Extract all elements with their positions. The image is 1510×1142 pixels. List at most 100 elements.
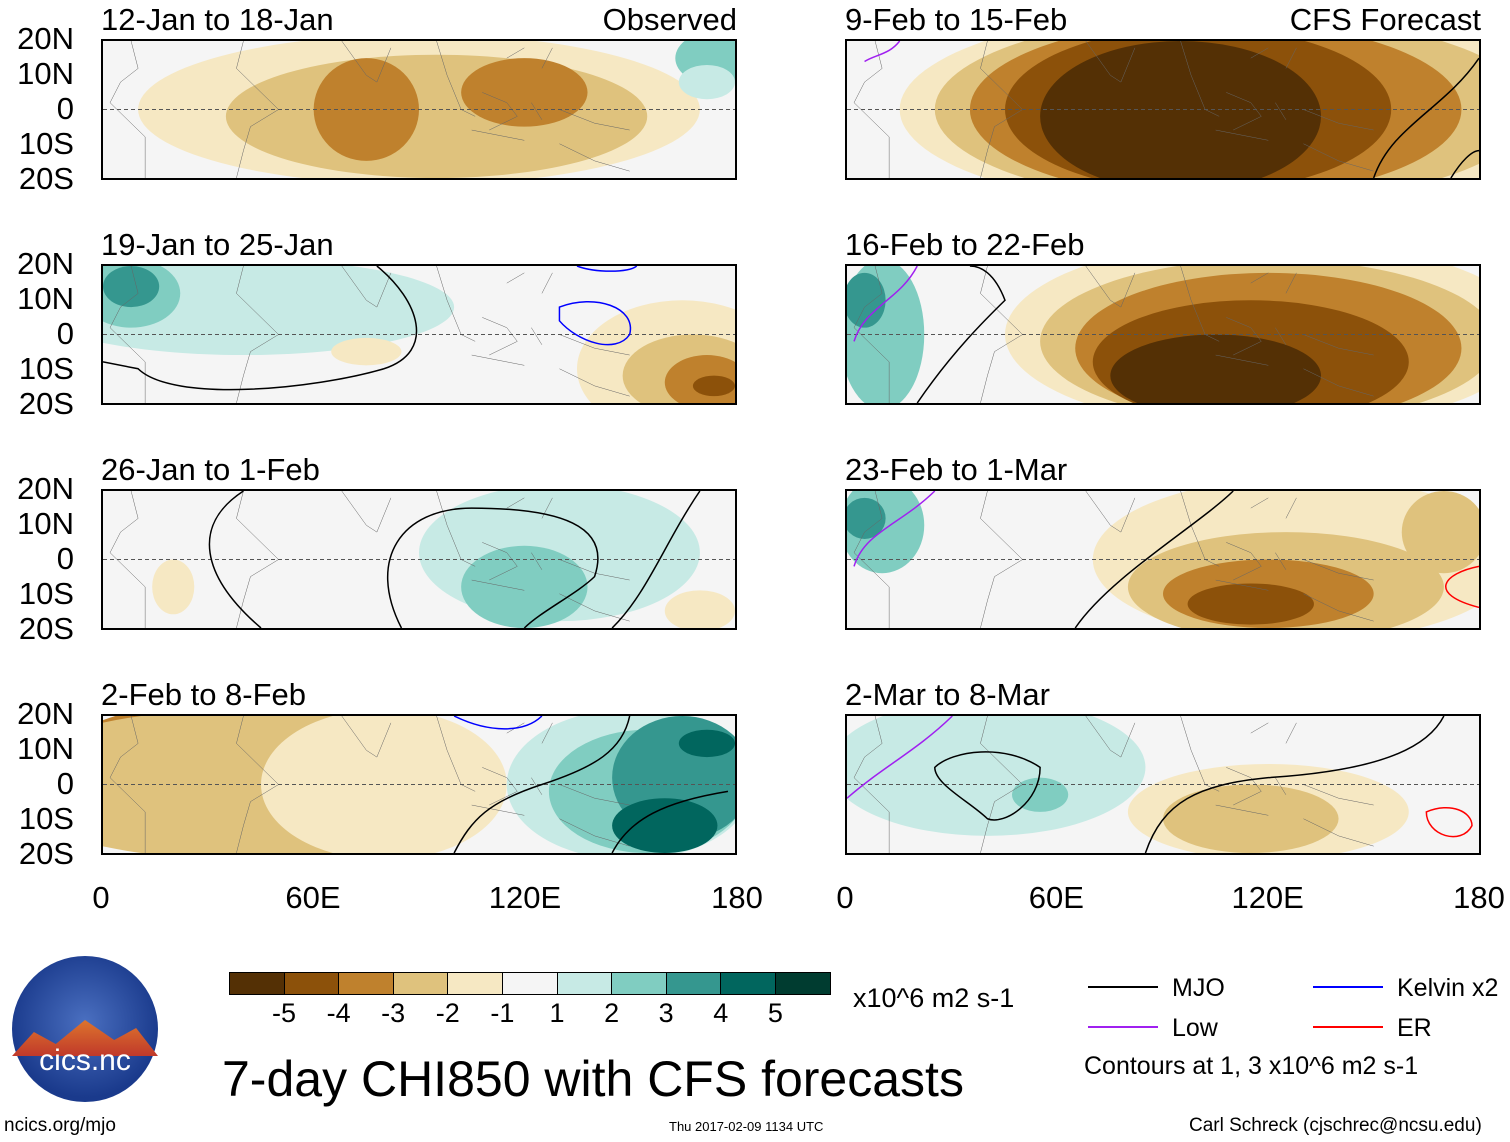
timestamp: Thu 2017-02-09 1134 UTC <box>669 1119 824 1134</box>
colorbar-label: 2 <box>604 998 620 1028</box>
contour-line <box>1075 491 1233 628</box>
lat-label: 20S <box>18 161 74 196</box>
anomaly-region <box>1163 784 1339 853</box>
colorbar-swatch <box>666 973 722 994</box>
lat-label: 10S <box>18 126 74 161</box>
anomaly-region <box>103 266 160 308</box>
lat-label: 0 <box>56 316 74 351</box>
lat-label: 20N <box>17 696 74 731</box>
colorbar-label: -4 <box>326 998 351 1028</box>
colorbar-swatch <box>339 973 394 994</box>
colorbar-label: -3 <box>381 998 406 1028</box>
panel-title: 23-Feb to 1-Mar <box>845 452 1068 487</box>
anomaly-region <box>461 58 588 127</box>
panel-title: 2-Feb to 8-Feb <box>101 677 307 712</box>
anomaly-region <box>678 729 735 758</box>
contour-line <box>1145 716 1443 853</box>
contour-line <box>1446 566 1479 607</box>
main-title: 7-day CHI850 with CFS forecasts <box>222 1051 964 1107</box>
lat-label: 0 <box>56 541 74 576</box>
panel-title: 19-Jan to 25-Jan <box>101 227 334 262</box>
contour-line <box>454 716 542 729</box>
colorbar-swatch <box>775 973 830 994</box>
url-link[interactable]: ncics.org/mjo <box>4 1115 116 1136</box>
anomaly-region <box>678 64 735 100</box>
panel-title: 16-Feb to 22-Feb <box>845 227 1085 262</box>
lat-label: 20S <box>18 611 74 646</box>
colorbar-label: 1 <box>549 998 565 1028</box>
colorbar <box>229 972 831 995</box>
anomaly-region <box>1401 491 1479 574</box>
contour-line <box>454 716 630 853</box>
legend-line-swatch <box>1313 1026 1383 1028</box>
lon-label: 120E <box>1231 880 1304 915</box>
lat-label: 0 <box>56 91 74 126</box>
contour-line <box>388 508 598 628</box>
panel-title: 26-Jan to 1-Feb <box>101 452 320 487</box>
lat-label: 10N <box>17 56 74 91</box>
lon-label: 180 <box>711 880 763 915</box>
colorbar-label: 5 <box>767 998 783 1028</box>
map-panel <box>101 714 737 855</box>
map-panel <box>101 39 737 180</box>
legend-label: MJO <box>1172 974 1225 1002</box>
colorbar-label: 3 <box>658 998 674 1028</box>
legend-line-swatch <box>1088 986 1158 988</box>
map-panel <box>845 714 1481 855</box>
contour-line <box>917 266 1005 403</box>
anomaly-region <box>692 375 735 397</box>
contour-line <box>612 791 728 853</box>
lat-label: 20S <box>18 386 74 421</box>
lat-label: 10N <box>17 506 74 541</box>
anomaly-region <box>225 54 648 178</box>
map-panel <box>845 489 1481 630</box>
colorbar-label: -5 <box>271 998 297 1028</box>
contour-line <box>847 716 952 798</box>
colorbar-label: -1 <box>490 998 515 1028</box>
contour-line <box>935 752 1040 820</box>
lat-label: 10S <box>18 801 74 836</box>
map-panel <box>845 39 1481 180</box>
map-panel <box>101 264 737 405</box>
colorbar-swatch <box>612 973 667 994</box>
cics-logo: cics.nc <box>12 956 158 1102</box>
lat-label: 0 <box>56 766 74 801</box>
lat-label: 20N <box>17 21 74 56</box>
panel-source-label: Observed <box>602 2 737 37</box>
anomaly-region <box>103 266 455 356</box>
contour-line <box>612 491 700 628</box>
colorbar-swatch <box>721 973 776 994</box>
anomaly-region <box>1110 334 1321 403</box>
lat-label: 10N <box>17 731 74 766</box>
contour-line <box>577 266 637 271</box>
contour-line <box>1426 808 1472 837</box>
lon-label: 0 <box>836 880 854 915</box>
contour-note: Contours at 1, 3 x10^6 m2 s-1 <box>1084 1052 1419 1080</box>
legend-label: Low <box>1172 1014 1218 1042</box>
lat-label: 10S <box>18 351 74 386</box>
lon-label: 60E <box>285 880 341 915</box>
contour-line <box>103 266 417 390</box>
legend-line-swatch <box>1313 986 1383 988</box>
colorbar-swatch <box>230 973 285 994</box>
lat-label: 10S <box>18 576 74 611</box>
panel-title: 2-Mar to 8-Mar <box>845 677 1050 712</box>
anomaly-region <box>152 559 195 615</box>
contour-line <box>559 302 630 345</box>
colorbar-label: 4 <box>713 998 729 1028</box>
anomaly-region <box>1187 583 1314 625</box>
contour-line <box>1374 58 1479 178</box>
lat-label: 10N <box>17 281 74 316</box>
anomaly-region <box>847 716 1146 836</box>
map-panel <box>845 264 1481 405</box>
colorbar-swatch <box>557 973 613 994</box>
colorbar-swatch <box>393 973 449 994</box>
anomaly-region <box>461 545 588 628</box>
units-label: x10^6 m2 s-1 <box>853 983 1015 1013</box>
anomaly-region <box>847 272 886 328</box>
lon-label: 0 <box>92 880 110 915</box>
anomaly-region <box>331 337 402 366</box>
contour-line <box>854 266 917 341</box>
map-panel <box>101 489 737 630</box>
anomaly-region <box>664 590 735 628</box>
